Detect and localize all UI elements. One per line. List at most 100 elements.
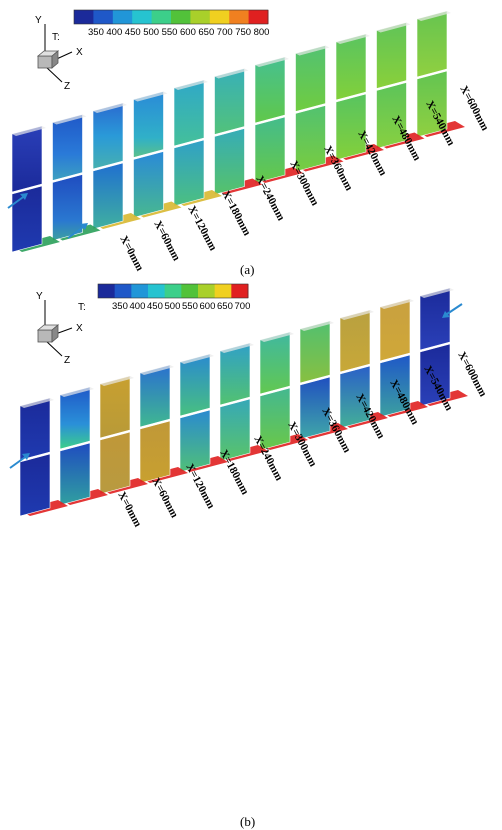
- section-plane: [59, 442, 91, 506]
- section-plane: [259, 387, 291, 451]
- section-plane: [376, 22, 407, 89]
- legend-swatch: [198, 284, 216, 298]
- section-plane: [379, 354, 411, 418]
- section-plane: [179, 353, 211, 417]
- section-plane: [299, 320, 331, 384]
- flow-arrow-icon: [67, 223, 88, 239]
- section-plane: [59, 386, 91, 450]
- axis-y-label: Y: [36, 291, 43, 302]
- legend-swatch: [114, 284, 132, 298]
- section-plane: [219, 398, 251, 462]
- panel-b: T: 350 400 450 500 550 600 650 700 Y X Z X=0mm X…: [0, 282, 502, 829]
- legend-tick-label: 550: [182, 301, 198, 312]
- legend-tick-label: 650: [198, 27, 214, 38]
- section-plane: [416, 10, 448, 78]
- section-plane: [295, 105, 326, 172]
- section-plane: [419, 287, 451, 351]
- legend-swatch: [151, 10, 172, 24]
- legend-swatch: [132, 10, 153, 24]
- legend-b: T: 350 400 450 500 550 600 650 700: [78, 283, 251, 313]
- section-plane: [219, 342, 251, 406]
- legend-swatch: [171, 10, 191, 24]
- legend-tick-label: 700: [217, 27, 233, 38]
- legend-tick-label: 500: [165, 301, 181, 312]
- section-plane: [295, 45, 326, 112]
- axis-z-label: Z: [64, 355, 70, 366]
- section-plane: [99, 375, 131, 439]
- legend-tick-label: 550: [162, 27, 178, 38]
- legend-variable-label: T:: [52, 32, 60, 43]
- legend-swatch: [229, 10, 250, 24]
- section-plane: [299, 376, 331, 440]
- flow-arrow-icon: [7, 193, 28, 209]
- section-plane: [173, 139, 205, 207]
- legend-swatch: [190, 10, 211, 24]
- section-planes-a: [11, 10, 465, 253]
- legend-tick-label: 350: [88, 27, 104, 38]
- legend-tick-label: 400: [106, 27, 122, 38]
- panel-a-figure: T: 350 400 450 500 550 600 650 700 750 800 Y X Z …: [7, 9, 491, 273]
- section-plane: [139, 364, 171, 428]
- section-plane: [139, 420, 171, 484]
- section-plane: [92, 102, 124, 170]
- section-label: X=60mm: [149, 476, 180, 520]
- axis-triad-a: Y X Z: [35, 15, 83, 92]
- section-label: X=180mm: [219, 189, 253, 238]
- panel-a: T: 350 400 450 500 550 600 650 700 750 800 Y X Z …: [0, 0, 502, 282]
- flow-arrow-icon: [9, 453, 30, 469]
- section-plane: [19, 453, 51, 517]
- legend-tick-label: 750: [235, 27, 251, 38]
- legend-tick-label: 450: [125, 27, 141, 38]
- legend-a: T: 350 400 450 500 550 600 650 700 750 800: [52, 9, 270, 43]
- section-plane: [259, 331, 291, 395]
- legend-variable-label: T:: [78, 302, 86, 313]
- section-plane: [376, 82, 407, 149]
- section-planes-b: [19, 287, 468, 517]
- caption-b: (b): [240, 814, 256, 829]
- legend-tick-label: 450: [147, 301, 163, 312]
- legend-swatch: [231, 284, 249, 298]
- legend-tick-label: 800: [254, 27, 270, 38]
- legend-tick-label: 600: [200, 301, 216, 312]
- section-plane: [133, 151, 164, 218]
- section-plane: [52, 174, 83, 241]
- legend-tick-label: 600: [180, 27, 196, 38]
- legend-swatch: [164, 284, 182, 298]
- section-plane: [214, 128, 245, 195]
- caption-a: (a): [240, 262, 255, 277]
- section-plane: [339, 309, 371, 373]
- section-plane: [419, 343, 451, 407]
- section-plane: [214, 68, 245, 135]
- legend-tick-label: 650: [217, 301, 233, 312]
- legend-swatch: [248, 10, 269, 24]
- section-plane: [416, 70, 448, 138]
- axis-z-label: Z: [64, 81, 70, 92]
- section-plane: [19, 397, 51, 461]
- section-plane: [335, 33, 367, 101]
- legend-swatch: [93, 10, 114, 24]
- section-plane: [379, 298, 411, 362]
- section-plane: [11, 185, 43, 253]
- legend-swatch: [214, 284, 232, 298]
- legend-tick-label: 500: [143, 27, 159, 38]
- legend-swatch: [148, 284, 166, 298]
- section-plane: [173, 79, 205, 147]
- legend-tick-label: 700: [235, 301, 251, 312]
- section-plane: [254, 116, 286, 184]
- section-plane: [99, 431, 131, 495]
- legend-swatch: [209, 10, 230, 24]
- section-label: X=120mm: [185, 204, 219, 253]
- flow-arrow-icon: [442, 303, 463, 318]
- section-label: X=0mm: [117, 234, 145, 273]
- legend-swatch: [112, 10, 133, 24]
- section-label: X=600mm: [455, 350, 489, 399]
- legend-swatch: [74, 10, 94, 24]
- section-plane: [133, 91, 164, 158]
- section-plane: [339, 365, 371, 429]
- panel-b-figure: T: 350 400 450 500 550 600 650 700 Y X Z X=0mm X…: [9, 283, 489, 529]
- section-plane: [179, 409, 211, 473]
- section-label: X=600mm: [457, 84, 491, 133]
- section-plane: [254, 56, 286, 124]
- axis-triad-b: Y X Z: [36, 291, 83, 366]
- axis-y-label: Y: [35, 15, 42, 26]
